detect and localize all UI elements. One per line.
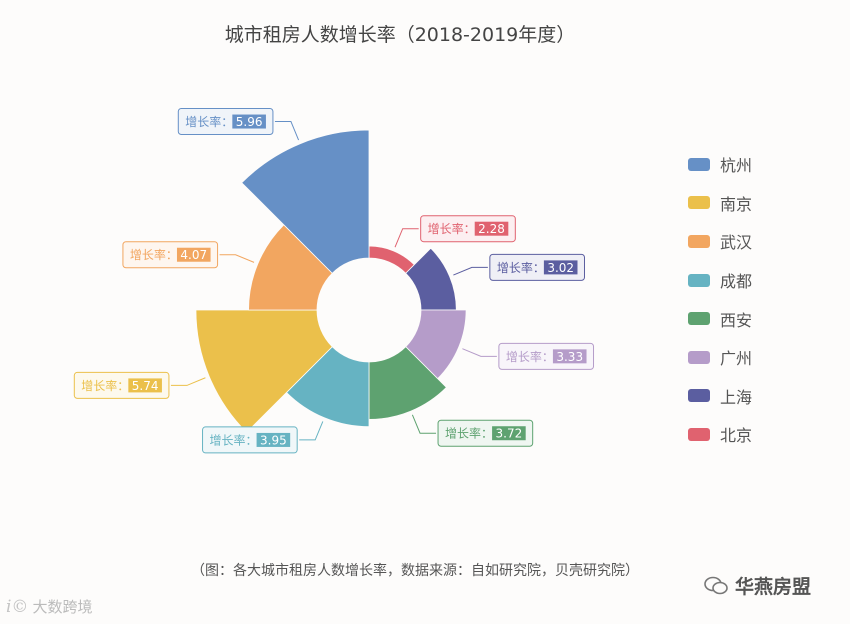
rose-sector-4[interactable] bbox=[285, 346, 370, 428]
svg-text:5.74: 5.74 bbox=[132, 379, 159, 393]
chart-caption: （图：各大城市租房人数增长率，数据来源：自如研究院，贝壳研究院） bbox=[191, 563, 639, 579]
label-leader-6 bbox=[219, 254, 255, 263]
data-label-3: 增长率： 3.72 bbox=[437, 419, 534, 447]
watermark-right-text: 华燕房盟 bbox=[735, 576, 812, 598]
legend-swatch bbox=[688, 196, 710, 210]
data-label-7: 增长率： 5.96 bbox=[177, 108, 274, 136]
svg-text:增长率：: 增长率： bbox=[130, 247, 178, 262]
legend-item-6[interactable]: 上海 bbox=[688, 377, 798, 416]
svg-text:增长率：: 增长率： bbox=[445, 426, 493, 441]
rose-sector-0[interactable] bbox=[368, 245, 415, 274]
label-leader-3 bbox=[411, 414, 437, 434]
wechat-icon bbox=[703, 576, 729, 596]
legend-swatch bbox=[688, 157, 710, 171]
chart-title: 城市租房人数增长率（2018-2019年度） bbox=[224, 24, 576, 46]
legend-swatch bbox=[688, 312, 710, 326]
legend-swatch bbox=[688, 389, 710, 403]
legend-item-1[interactable]: 南京 bbox=[688, 184, 798, 223]
legend-label: 成都 bbox=[720, 272, 753, 292]
data-label-5: 增长率： 5.74 bbox=[73, 371, 170, 399]
legend-item-2[interactable]: 武汉 bbox=[688, 222, 798, 261]
legend-swatch bbox=[688, 273, 710, 287]
legend-label: 上海 bbox=[720, 387, 753, 407]
legend-label: 西安 bbox=[720, 310, 753, 330]
legend-label: 南京 bbox=[720, 194, 753, 214]
data-label-4: 增长率： 3.95 bbox=[202, 426, 298, 454]
rose-sector-3[interactable] bbox=[368, 346, 447, 420]
rose-sector-1[interactable] bbox=[405, 247, 457, 311]
legend-swatch bbox=[688, 350, 710, 364]
legend-swatch bbox=[688, 234, 710, 248]
watermark-right: 华燕房盟 bbox=[703, 572, 811, 599]
svg-text:增长率：: 增长率： bbox=[210, 432, 258, 447]
data-label-1: 增长率： 3.02 bbox=[489, 253, 585, 281]
svg-text:3.33: 3.33 bbox=[556, 350, 583, 364]
rose-sector-7[interactable] bbox=[241, 129, 370, 274]
legend-item-3[interactable]: 成都 bbox=[688, 261, 798, 300]
svg-text:增长率：: 增长率： bbox=[497, 260, 545, 275]
svg-text:3.72: 3.72 bbox=[496, 427, 523, 441]
svg-text:增长率：: 增长率： bbox=[81, 378, 129, 393]
svg-text:增长率：: 增长率： bbox=[428, 221, 476, 236]
label-leader-4 bbox=[299, 421, 324, 441]
label-leader-2 bbox=[462, 348, 497, 357]
rose-sector-6[interactable] bbox=[248, 224, 333, 311]
legend-item-7[interactable]: 北京 bbox=[688, 415, 798, 454]
rose-sector-5[interactable] bbox=[195, 309, 333, 433]
data-label-2: 增长率： 3.33 bbox=[498, 342, 595, 370]
svg-text:5.96: 5.96 bbox=[236, 115, 263, 129]
legend-item-0[interactable]: 杭州 bbox=[688, 145, 798, 184]
svg-text:增长率：: 增长率： bbox=[506, 349, 554, 364]
label-leader-0 bbox=[394, 228, 419, 248]
label-leader-5 bbox=[170, 377, 206, 386]
legend-item-5[interactable]: 广州 bbox=[688, 338, 798, 377]
svg-text:3.95: 3.95 bbox=[260, 433, 287, 447]
data-label-6: 增长率： 4.07 bbox=[122, 241, 219, 269]
svg-text:4.07: 4.07 bbox=[180, 248, 207, 262]
svg-text:增长率：: 增长率： bbox=[185, 114, 233, 129]
watermark-logo-icon: i© bbox=[6, 596, 29, 617]
legend-label: 广州 bbox=[720, 349, 753, 369]
legend-label: 武汉 bbox=[720, 233, 753, 253]
svg-text:2.28: 2.28 bbox=[478, 222, 505, 236]
svg-text:3.02: 3.02 bbox=[547, 261, 574, 275]
data-label-0: 增长率： 2.28 bbox=[420, 215, 516, 243]
label-leader-7 bbox=[274, 121, 300, 141]
watermark-left-text: 大数跨境 bbox=[32, 598, 93, 616]
legend-item-4[interactable]: 西安 bbox=[688, 299, 798, 338]
legend: 杭州南京武汉成都西安广州上海北京 bbox=[688, 145, 798, 454]
legend-label: 北京 bbox=[720, 426, 753, 446]
legend-label: 杭州 bbox=[720, 156, 753, 176]
watermark-left: i© 大数跨境 bbox=[6, 596, 92, 617]
label-leader-1 bbox=[453, 266, 488, 276]
legend-swatch bbox=[688, 427, 710, 441]
